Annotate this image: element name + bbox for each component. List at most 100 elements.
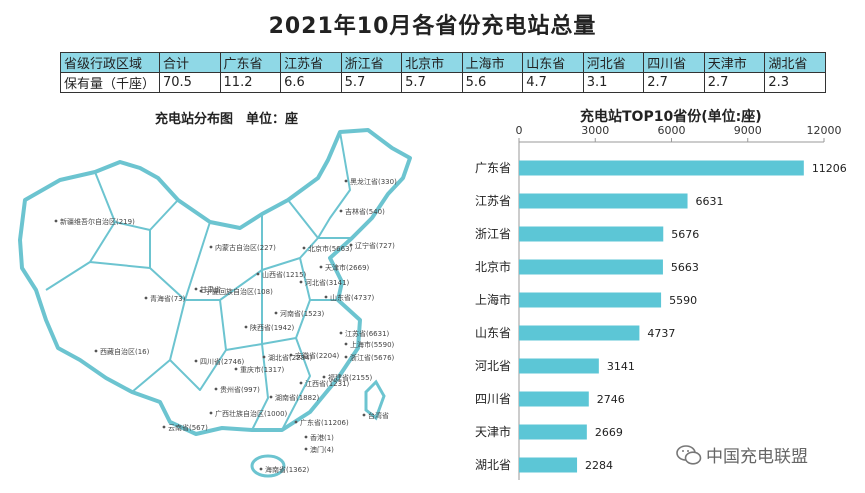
map-label: 北京市(5663) (308, 244, 353, 253)
map-label: 云南省(567) (168, 423, 208, 432)
bar (519, 259, 663, 275)
map-marker (289, 353, 293, 357)
bar (519, 325, 640, 341)
map-marker (344, 342, 348, 346)
x-axis-ticks: 0 3000 6000 9000 12000 (516, 124, 842, 142)
map-label: 上海市(5590) (350, 340, 395, 349)
map-marker (94, 349, 98, 353)
stats-header-cell: 天津市 (703, 52, 766, 73)
map-marker (299, 381, 303, 385)
map-label: 青海省(73) (150, 294, 186, 303)
stats-value-cell: 6.6 (280, 72, 342, 93)
value-label: 5676 (671, 228, 699, 241)
map-marker (324, 295, 328, 299)
value-label: 2746 (597, 393, 625, 406)
map-label: 重庆市(1317) (240, 365, 285, 374)
map-label: 湖北省(2284) (268, 353, 313, 362)
map-marker (299, 280, 303, 284)
stats-header-cell: 北京市 (401, 52, 463, 73)
map-marker (269, 395, 273, 399)
stats-row-label: 保有量（千座） (60, 72, 160, 93)
bar (519, 160, 804, 176)
map-label: 辽宁省(727) (355, 241, 395, 250)
map-label: 天津市(2669) (325, 263, 370, 272)
value-label: 3141 (607, 360, 635, 373)
map-marker (54, 219, 58, 223)
stats-value-cell: 5.7 (401, 72, 463, 93)
map-marker (304, 447, 308, 451)
stats-header-cell: 四川省 (643, 52, 705, 73)
map-title: 充电站分布图 单位：座 (155, 112, 299, 127)
stats-value-cell: 2.7 (703, 72, 766, 93)
map-label: 陕西省(1942) (250, 323, 295, 332)
value-label: 4737 (647, 327, 675, 340)
map-label: 山西省(1215) (262, 270, 307, 279)
bar (519, 424, 587, 440)
map-label: 河北省(3141) (305, 278, 350, 287)
stats-header-cell: 河北省 (582, 52, 645, 73)
map-marker (162, 425, 166, 429)
category-label: 河北省 (475, 359, 511, 373)
bar (519, 292, 662, 308)
map-label: 新疆维吾尔自治区(219) (60, 217, 135, 226)
map-label: 浙江省(5676) (350, 353, 395, 362)
bar (519, 226, 664, 242)
map-label: 河南省(1523) (280, 309, 325, 318)
stats-header-cell: 湖北省 (764, 52, 826, 73)
stats-header-cell: 合计 (159, 52, 221, 73)
china-map: 新疆维吾尔自治区(219) 西藏自治区(16) 青海省(73) 甘肃省 内蒙古自治区(2… (18, 128, 412, 478)
map-marker (294, 420, 298, 424)
map-marker (344, 355, 348, 359)
watermark-text: 中国充电联盟 (706, 447, 808, 467)
map-label: 山东省(4737) (330, 293, 375, 302)
bars: 广东省 11206 江苏省 6631 浙江省 5676 北京市 5663 上海市 5590 山东省 4… (475, 160, 847, 473)
map-marker (322, 375, 326, 379)
top10-bar-chart: 0 3000 6000 9000 12000 广东省 11206 江苏省 6631 浙江省 567… (475, 124, 847, 480)
map-label: 内蒙古自治区(227) (215, 243, 276, 252)
map-label: 四川省(2746) (200, 357, 245, 366)
stats-header-label: 省级行政区域 (60, 52, 160, 73)
stats-value-cell: 70.5 (159, 72, 221, 93)
stats-header-cell: 上海市 (461, 52, 524, 73)
map-marker (319, 265, 323, 269)
map-label: 江西省(1231) (305, 379, 350, 388)
stats-header-row: 省级行政区域 合计 广东省 江苏省 浙江省 北京市 上海市 山东省 河北省 四川… (60, 52, 826, 73)
map-marker (349, 243, 353, 247)
map-marker (262, 355, 266, 359)
map-label: 福建省(2155) (328, 373, 373, 382)
category-label: 北京市 (475, 259, 511, 274)
map-label: 广东省(11206) (300, 418, 349, 427)
map-marker (209, 411, 213, 415)
province-borders (45, 131, 352, 431)
map-marker (259, 467, 263, 471)
category-label: 江苏省 (475, 194, 511, 208)
value-label: 2669 (595, 426, 623, 439)
taiwan-island (364, 379, 386, 421)
value-label: 5663 (671, 261, 699, 274)
bar (519, 358, 599, 374)
map-marker (194, 359, 198, 363)
stats-header-cell: 浙江省 (340, 52, 403, 73)
stats-value-cell: 2.7 (643, 72, 705, 93)
value-label: 5590 (669, 294, 697, 307)
map-marker (214, 387, 218, 391)
map-marker (209, 245, 213, 249)
map-label: 西藏自治区(16) (100, 347, 150, 356)
map-marker (304, 435, 308, 439)
stats-header-cell: 山东省 (522, 52, 584, 73)
map-label: 湖南省(1882) (275, 393, 320, 402)
x-tick-label: 3000 (581, 124, 609, 137)
map-marker (234, 367, 238, 371)
map-label: 香港(1) (310, 433, 334, 442)
map-label: 吉林省(540) (345, 207, 385, 216)
x-tick-label: 9000 (734, 124, 762, 137)
bar (519, 457, 578, 473)
x-tick-label: 0 (516, 124, 523, 137)
map-label: 江苏省(6631) (345, 329, 390, 338)
map-marker (256, 272, 260, 276)
stats-value-cell: 11.2 (219, 72, 282, 93)
stats-value-cell: 2.3 (764, 72, 826, 93)
map-label: 海南省(1362) (265, 465, 310, 474)
x-tick-label: 6000 (658, 124, 686, 137)
category-label: 山东省 (475, 326, 511, 340)
